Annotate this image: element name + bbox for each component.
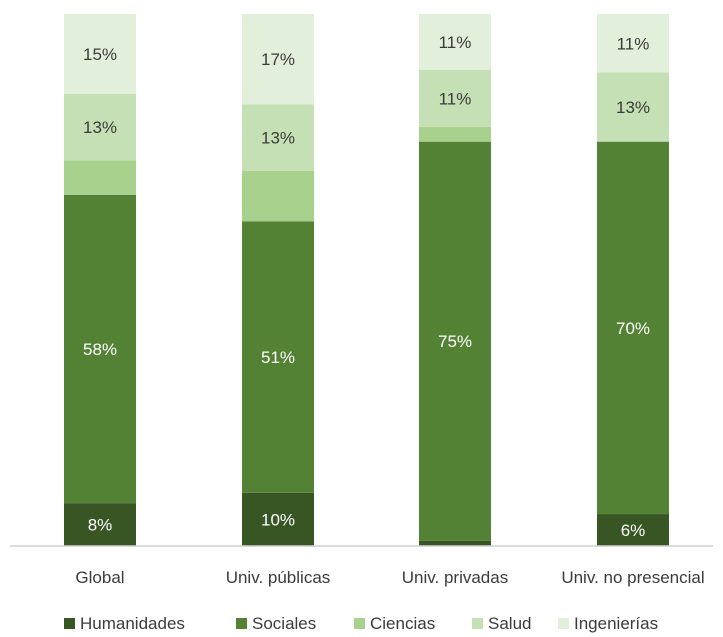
bar-global-ingenierias bbox=[64, 14, 136, 94]
legend-label-ingenierias: Ingenierías bbox=[574, 614, 658, 633]
legend-swatch-ingenierias bbox=[558, 618, 569, 629]
data-label-univ-publicas-ingenierias: 17% bbox=[261, 50, 295, 69]
data-label-global-salud: 13% bbox=[83, 118, 117, 137]
x-tick-label-univ-publicas: Univ. públicas bbox=[226, 568, 331, 587]
x-tick-label-global: Global bbox=[75, 568, 124, 587]
bar-univ-publicas-ingenierias bbox=[242, 14, 314, 105]
legend: Humanidades Sociales Ciencias Salud Ingenier… bbox=[64, 614, 658, 633]
legend-label-ciencias: Ciencias bbox=[370, 614, 435, 633]
legend-swatch-humanidades bbox=[64, 618, 75, 629]
data-label-univ-no-presencial-ingenierias: 11% bbox=[617, 34, 650, 53]
data-label-global-ingenierias: 15% bbox=[83, 45, 117, 64]
bar-univ-no-presencial-sociales bbox=[597, 141, 669, 515]
bar-univ-no-presencial-humanidades bbox=[597, 514, 669, 546]
legend-label-salud: Salud bbox=[488, 614, 531, 633]
bar-univ-privadas-sociales bbox=[419, 141, 491, 541]
x-axis-labels: Global Univ. públicas Univ. privadas Univ. … bbox=[75, 568, 704, 587]
data-label-global-humanidades: 8% bbox=[88, 516, 113, 535]
legend-swatch-ciencias bbox=[354, 618, 365, 629]
legend-label-humanidades: Humanidades bbox=[80, 614, 185, 633]
bar-univ-privadas-ciencias bbox=[419, 126, 491, 142]
data-label-univ-publicas-salud: 13% bbox=[261, 129, 295, 148]
data-label-univ-privadas-salud: 11% bbox=[439, 89, 472, 108]
bar-univ-no-presencial-ingenierias bbox=[597, 14, 669, 73]
data-label-univ-no-presencial-salud: 13% bbox=[616, 98, 650, 117]
x-tick-label-univ-no-presencial: Univ. no presencial bbox=[561, 568, 704, 587]
legend-label-sociales: Sociales bbox=[252, 614, 316, 633]
data-label-univ-privadas-sociales: 75% bbox=[438, 332, 472, 351]
bar-global-sociales bbox=[64, 194, 136, 504]
data-label-univ-no-presencial-humanidades: 6% bbox=[621, 521, 646, 540]
bar-univ-publicas-sociales bbox=[242, 221, 314, 493]
bar-global-humanidades bbox=[64, 503, 136, 546]
legend-swatch-sociales bbox=[236, 618, 247, 629]
bar-univ-privadas-humanidades bbox=[419, 540, 491, 546]
bar-univ-publicas-salud bbox=[242, 104, 314, 171]
data-label-univ-publicas-humanidades: 10% bbox=[261, 510, 295, 529]
data-label-univ-no-presencial-sociales: 70% bbox=[616, 319, 650, 338]
data-label-univ-publicas-sociales: 51% bbox=[261, 348, 295, 367]
bar-univ-privadas-salud bbox=[419, 69, 491, 127]
legend-swatch-salud bbox=[472, 618, 483, 629]
bar-univ-publicas-humanidades bbox=[242, 492, 314, 546]
bar-global-salud bbox=[64, 93, 136, 161]
bar-univ-publicas-ciencias bbox=[242, 170, 314, 222]
bar-global-ciencias bbox=[64, 160, 136, 195]
data-label-global-sociales: 58% bbox=[83, 340, 117, 359]
bars-group: 8% 58% 13% 15% 10% 51% 13% 17% 75% 11% 11% 6% 70% 13%… bbox=[64, 14, 669, 546]
bar-univ-no-presencial-salud bbox=[597, 72, 669, 142]
bar-univ-privadas-ingenierias bbox=[419, 14, 491, 70]
data-label-univ-privadas-ingenierias: 11% bbox=[439, 33, 472, 52]
x-tick-label-univ-privadas: Univ. privadas bbox=[402, 568, 508, 587]
